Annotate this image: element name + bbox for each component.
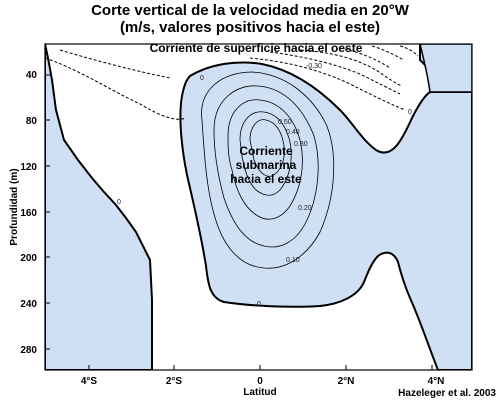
contour-050 [249,119,285,177]
y-tick-label: 80 [26,116,38,127]
contour-label: 0 [117,199,121,206]
contour-label: 0 [408,109,412,116]
undercurrent-line-3: hacia el este [230,172,302,186]
contour-010 [201,71,335,269]
contour-mid-1 [249,57,406,111]
westward-contours [45,45,419,120]
contour-label: 0.20 [298,205,312,212]
northeast-region [419,44,472,93]
chart-subtitle: (m/s, valores positivos hacia el este) [119,19,381,36]
contour-mid-4 [339,47,391,69]
y-tick-label: 240 [20,299,37,310]
undercurrent-line-1: Corriente [239,144,293,158]
undercurrent-contours [201,71,335,269]
x-tick-label: 4°S [81,376,98,387]
tick-marks [45,74,433,370]
x-tick-label: 2°N [338,376,355,387]
undercurrent-line-2: submarina [236,158,297,172]
contour-mid-2 [269,51,401,95]
undercurrent-region [179,44,472,370]
x-tick-labels: 4°S 2°S 0 2°N 4°N [81,376,445,387]
y-tick-label: 120 [20,162,37,173]
surface-current-annotation: Corriente de superficie hacia el oeste [150,41,363,55]
west-positive-region [45,44,153,370]
x-axis-label: Latitud [243,387,276,398]
x-tick-label: 4°N [428,376,445,387]
y-tick-label: 40 [26,70,38,81]
plot-area [45,44,472,370]
contour-mid-6 [399,45,419,57]
chart-title: Corte vertical de la velocidad media en … [91,2,409,19]
contour-label: 0.50 [278,119,292,126]
contour-labels: 0 0 0 0 -0.30 0.10 0.20 0.40 0.50 0.30 [117,63,412,308]
y-tick-label: 160 [20,208,37,219]
contour-mid-3 [299,49,403,87]
plot-frame [44,43,473,371]
y-tick-label: 280 [20,345,37,356]
x-tick-label: 0 [257,376,263,387]
contour-label: 0 [257,301,261,308]
contour-mid-5 [371,45,405,61]
contour-040 [239,111,292,196]
y-axis-label: Profundidad (m) [9,168,20,245]
y-tick-label: 200 [20,253,37,264]
contour-label: -0.30 [306,63,322,70]
contour-label: 0.30 [294,141,308,148]
contour-label: 0.10 [286,257,300,264]
contour-030 [227,99,303,220]
contour-west-1 [45,57,187,120]
contour-label: 0.40 [286,129,300,136]
contour-west-2 [59,49,171,79]
contour-label: 0 [200,75,204,82]
x-tick-label: 2°S [166,376,183,387]
contour-020 [213,85,319,248]
credit-text: Hazeleger et al. 2003 [398,388,496,399]
y-tick-labels: 40 80 120 160 200 240 280 [20,70,37,356]
